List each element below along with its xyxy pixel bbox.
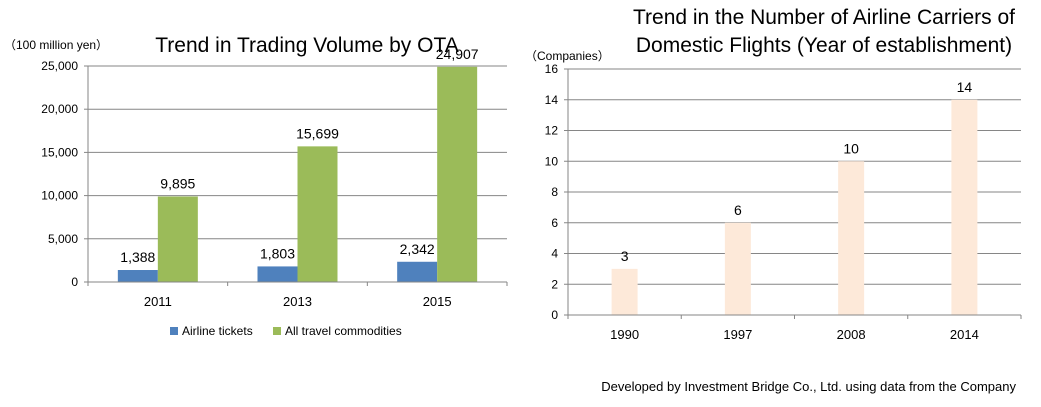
carriers-axes — [564, 68, 1022, 319]
carriers-data-label: 6 — [734, 202, 742, 218]
ota-bar — [397, 261, 438, 282]
ota-data-label: 15,699 — [296, 125, 339, 141]
carriers-data-label: 10 — [843, 140, 859, 156]
ota-data-label: 1,388 — [120, 249, 155, 265]
ota-x-tick-label: 2015 — [423, 294, 452, 309]
carriers-y-tick-label: 4 — [551, 247, 558, 261]
carriers-bar — [838, 161, 865, 315]
carriers-y-axis-label: （Companies） — [525, 49, 610, 63]
legend-label-all-travel: All travel commodities — [285, 324, 402, 338]
ota-y-tick-label: 20,000 — [41, 102, 78, 116]
ota-data-label: 1,803 — [260, 245, 295, 261]
ota-y-tick-label: 0 — [71, 275, 78, 289]
carriers-chart-title-line-1: Trend in the Number of Airline Carriers … — [633, 6, 1015, 29]
ota-bar — [257, 266, 298, 282]
source-note: Developed by Investment Bridge Co., Ltd.… — [601, 379, 1016, 394]
ota-y-tick-label: 25,000 — [41, 59, 78, 73]
legend-label-airline-tickets: Airline tickets — [182, 324, 253, 338]
carriers-x-tick-label: 2014 — [950, 327, 979, 342]
carriers-x-tick-label: 1990 — [610, 327, 639, 342]
legend-swatch-airline-tickets — [170, 327, 178, 335]
carriers-x-ticks: 1990 1997 2008 2014 — [610, 327, 979, 342]
carriers-chart: Trend in the Number of Airline Carriers … — [525, 6, 1022, 342]
ota-bar — [157, 196, 198, 282]
carriers-bar — [724, 222, 751, 315]
carriers-y-tick-label: 12 — [545, 124, 559, 138]
carriers-y-tick-label: 8 — [551, 185, 558, 199]
ota-data-label: 9,895 — [160, 176, 195, 192]
carriers-data-labels: 3 6 10 14 — [621, 79, 973, 264]
ota-x-tick-label: 2013 — [283, 294, 312, 309]
ota-chart: Trend in Trading Volume by OTA （100 mill… — [4, 34, 508, 338]
carriers-y-tick-label: 10 — [545, 154, 559, 168]
carriers-bar — [951, 99, 978, 315]
carriers-data-label: 3 — [621, 248, 629, 264]
ota-data-label: 2,342 — [400, 241, 435, 257]
ota-y-tick-label: 10,000 — [41, 189, 78, 203]
carriers-y-tick-label: 16 — [545, 62, 559, 76]
ota-bar — [297, 146, 338, 282]
ota-y-ticks: 0 5,000 10,000 15,000 20,000 25,000 — [41, 59, 78, 289]
carriers-bars — [611, 99, 978, 315]
legend-swatch-all-travel — [273, 327, 281, 335]
ota-chart-title: Trend in Trading Volume by OTA — [155, 34, 458, 57]
carriers-x-tick-label: 2008 — [837, 327, 866, 342]
carriers-data-label: 14 — [957, 79, 973, 95]
ota-y-tick-label: 5,000 — [48, 232, 78, 246]
carriers-y-tick-label: 6 — [551, 216, 558, 230]
carriers-gridlines — [568, 68, 1021, 285]
carriers-x-tick-label: 1997 — [723, 327, 752, 342]
carriers-y-tick-label: 14 — [545, 93, 559, 107]
ota-bar — [437, 66, 478, 282]
ota-axes — [84, 65, 508, 286]
ota-x-tick-label: 2011 — [144, 294, 172, 309]
ota-bar — [117, 270, 158, 282]
ota-data-label: 24,907 — [436, 46, 479, 62]
ota-bars — [117, 66, 478, 282]
carriers-bar — [611, 268, 638, 315]
carriers-y-ticks: 0 2 4 6 8 10 12 14 16 — [545, 62, 559, 322]
carriers-y-tick-label: 0 — [551, 308, 558, 322]
ota-y-tick-label: 15,000 — [41, 145, 78, 159]
ota-x-ticks: 2011 2013 2015 — [144, 294, 452, 309]
ota-y-axis-label: （100 million yen） — [4, 38, 108, 52]
ota-legend: Airline tickets All travel commodities — [170, 324, 402, 338]
carriers-y-tick-label: 2 — [551, 277, 558, 291]
carriers-chart-title-line-2: Domestic Flights (Year of establishment) — [636, 34, 1012, 57]
ota-data-labels: 1,388 9,895 1,803 15,699 2,342 24,907 — [120, 46, 478, 265]
